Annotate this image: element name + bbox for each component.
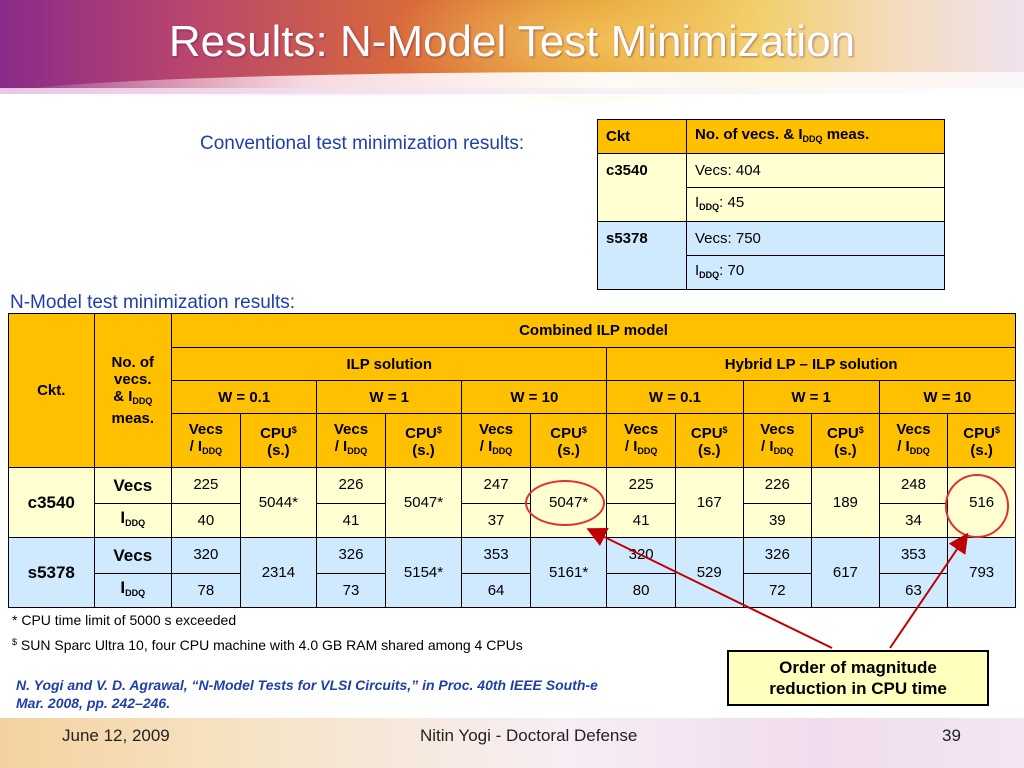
footnote-cpu-limit: * CPU time limit of 5000 s exceeded <box>12 612 237 628</box>
conv-s5378-iddq: IDDQ: 70 <box>686 255 945 290</box>
table-row: s5378 Vecs 320 2314 326 5154* 353 5161* 320 529 32… <box>8 537 1016 608</box>
col-header-vecs: Vecs / IDDQ <box>171 413 241 468</box>
table-row: c3540 Vecs 225 5044* 226 5047* 247 5047* 225 167 2… <box>8 467 1016 538</box>
col-header-cpu: CPU$ (s.) <box>811 413 880 468</box>
cell-iddq: 78 <box>171 573 241 608</box>
cell-vecs: 225 <box>171 467 241 504</box>
cell-iddq: 63 <box>878 573 949 608</box>
col-header-vecs: Vecs / IDDQ <box>878 413 949 468</box>
cell-vecs: 326 <box>742 537 813 574</box>
col-header-cpu: CPU$ (s.) <box>239 413 318 468</box>
nmodel-header-row-4: Vecs / IDDQ CPU$ (s.) Vecs / IDDQ CPU$ (s.) Vecs… <box>9 413 1016 468</box>
cell-iddq: 41 <box>606 503 676 538</box>
nmodel-header-row-3: W = 0.1 W = 1 W = 10 W = 0.1 W = 1 W = 1… <box>9 380 1017 414</box>
cell-vecs: 225 <box>606 467 676 504</box>
nmodel-header-w: W = 0.1 <box>171 380 318 414</box>
row-label-vecs: Vecs <box>93 537 173 574</box>
footer-date: June 12, 2009 <box>62 726 170 745</box>
conv-header-measurements: No. of vecs. & IDDQ meas. <box>686 119 945 154</box>
row-label-iddq: IDDQ <box>93 573 173 608</box>
nmodel-header-ilp: ILP solution <box>171 347 608 381</box>
cell-vecs: 320 <box>606 537 676 574</box>
col-header-cpu: CPU$ (s.) <box>674 413 744 468</box>
conv-header-row: Ckt No. of vecs. & IDDQ meas. <box>597 119 945 154</box>
nmodel-header-w: W = 0.1 <box>606 380 744 414</box>
cell-cpu-time: 529 <box>674 537 744 608</box>
cell-iddq: 34 <box>878 503 949 538</box>
cell-iddq: 39 <box>742 503 813 538</box>
conv-header-ckt: Ckt <box>597 119 687 154</box>
cell-iddq: 40 <box>171 503 241 538</box>
col-header-cpu: CPU$ (s.) <box>947 413 1016 468</box>
citation: N. Yogi and V. D. Agrawal, “N-Model Test… <box>16 677 598 711</box>
cell-cpu-time: 167 <box>674 467 744 538</box>
cell-cpu-time: 617 <box>811 537 880 608</box>
nmodel-header-combined: Combined ILP model <box>171 313 1016 348</box>
footer-background <box>0 718 1024 768</box>
conv-ckt-c3540: c3540 <box>597 153 687 222</box>
cell-iddq: 37 <box>461 503 531 538</box>
col-header-vecs: Vecs / IDDQ <box>461 413 531 468</box>
nmodel-header-num-vecs: No. of vecs. & IDDQ meas. <box>93 313 173 468</box>
conventional-results-label: Conventional test minimization results: <box>200 133 525 154</box>
nmodel-header-w: W = 10 <box>878 380 1017 414</box>
cell-cpu-time: 5044* <box>239 467 318 538</box>
conv-row-c3540-vecs: c3540 Vecs: 404 <box>597 153 945 222</box>
footnote-machine: $ SUN Sparc Ultra 10, four CPU machine w… <box>12 637 523 653</box>
cell-iddq: 73 <box>316 573 386 608</box>
nmodel-results-label: N-Model test minimization results: <box>10 292 296 313</box>
slide-title: Results: N-Model Test Minimization <box>168 17 856 66</box>
nmodel-header-ckt: Ckt. <box>8 313 95 468</box>
nmodel-header-row-1: Ckt. No. of vecs. & IDDQ meas. Combined ILP… <box>8 313 1016 468</box>
nmodel-header-row-2: ILP solution Hybrid LP – ILP solution <box>9 347 1016 381</box>
cell-cpu-time: 793 <box>947 537 1016 608</box>
conv-s5378-vecs: Vecs: 750 <box>686 221 945 256</box>
cell-vecs: 353 <box>878 537 949 574</box>
cell-iddq: 64 <box>461 573 531 608</box>
row-label-iddq: IDDQ <box>93 503 173 538</box>
cpu-reduction-callout: Order of magnitude reduction in CPU time <box>727 650 989 706</box>
cell-cpu-time: 5047* <box>384 467 463 538</box>
conventional-results-table: Ckt No. of vecs. & IDDQ meas. c3540 Vecs… <box>597 119 945 290</box>
conv-c3540-vecs: Vecs: 404 <box>686 153 945 188</box>
col-header-vecs: Vecs / IDDQ <box>316 413 386 468</box>
highlight-ellipse-ilp <box>525 480 605 526</box>
nmodel-results-table: Ckt. No. of vecs. & IDDQ meas. Combined ILP… <box>8 313 1017 608</box>
col-header-cpu: CPU$ (s.) <box>384 413 463 468</box>
header-divider <box>0 88 1024 94</box>
conv-c3540-iddq: IDDQ: 45 <box>686 187 945 222</box>
col-header-vecs: Vecs / IDDQ <box>742 413 813 468</box>
nmodel-header-w: W = 1 <box>742 380 880 414</box>
footer-page-number: 39 <box>942 726 961 745</box>
cell-vecs: 226 <box>316 467 386 504</box>
cell-cpu-time: 2314 <box>239 537 318 608</box>
cell-vecs: 353 <box>461 537 531 574</box>
cell-cpu-time: 5161* <box>529 537 608 608</box>
nmodel-header-w: W = 10 <box>461 380 608 414</box>
circuit-name: c3540 <box>8 467 95 538</box>
cell-iddq: 41 <box>316 503 386 538</box>
cell-cpu-time: 5154* <box>384 537 463 608</box>
nmodel-header-w: W = 1 <box>316 380 463 414</box>
col-header-vecs: Vecs / IDDQ <box>606 413 676 468</box>
cell-vecs: 326 <box>316 537 386 574</box>
cell-vecs: 247 <box>461 467 531 504</box>
cell-cpu-time: 189 <box>811 467 880 538</box>
cell-vecs: 248 <box>878 467 949 504</box>
circuit-name: s5378 <box>8 537 95 608</box>
highlight-ellipse-hybrid <box>945 474 1009 538</box>
conv-ckt-s5378: s5378 <box>597 221 687 290</box>
row-label-vecs: Vecs <box>93 467 173 504</box>
footer-title: Nitin Yogi - Doctoral Defense <box>420 726 638 745</box>
cell-iddq: 72 <box>742 573 813 608</box>
cell-vecs: 226 <box>742 467 813 504</box>
nmodel-header-hybrid: Hybrid LP – ILP solution <box>606 347 1016 381</box>
cell-vecs: 320 <box>171 537 241 574</box>
conv-row-s5378-iddq: IDDQ: 70 <box>598 255 945 290</box>
conv-row-s5378-vecs: s5378 Vecs: 750 <box>597 221 945 290</box>
col-header-cpu: CPU$ (s.) <box>529 413 608 468</box>
cell-iddq: 80 <box>606 573 676 608</box>
